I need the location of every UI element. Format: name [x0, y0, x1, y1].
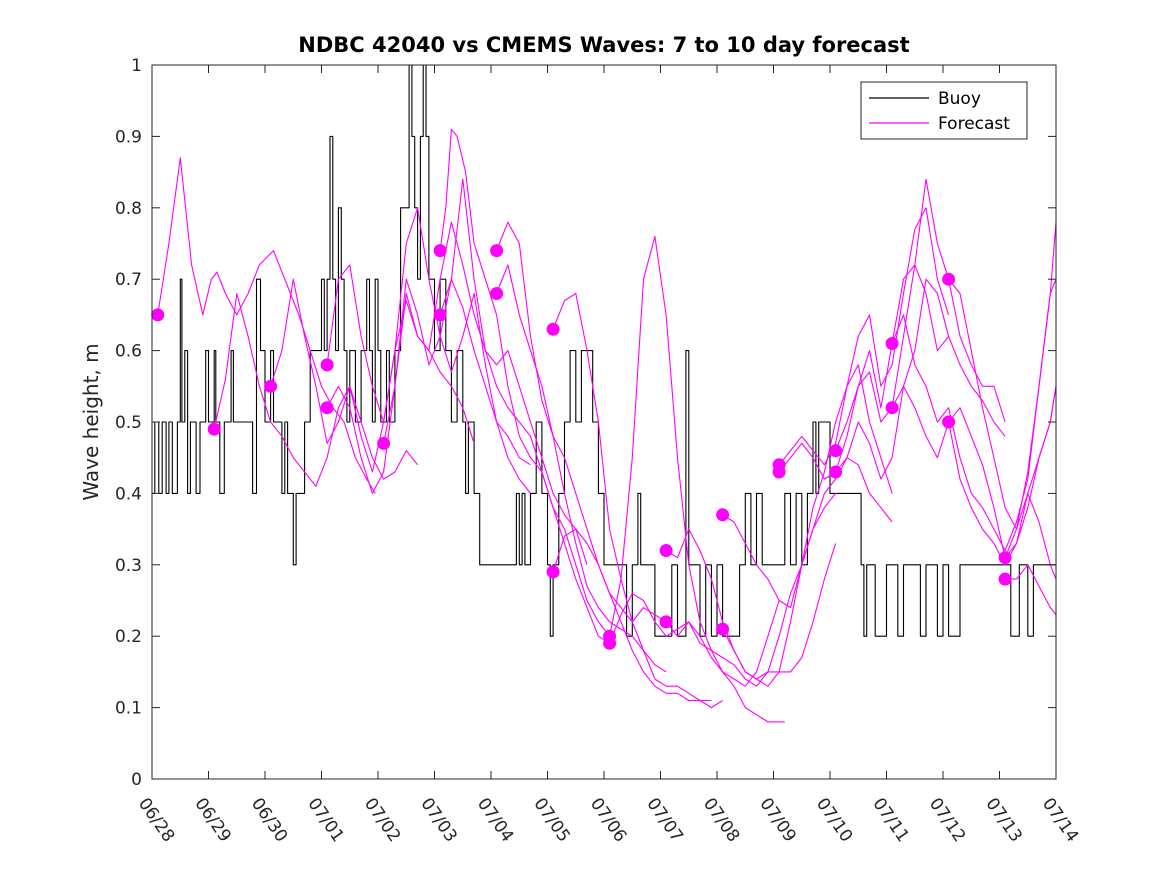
forecast-line-18: [722, 364, 893, 687]
forecast-marker-0: [151, 308, 165, 322]
legend-label-forecast: Forecast: [938, 114, 1010, 134]
x-tick-label: 06/29: [190, 794, 234, 846]
y-tick-label: 0.7: [115, 270, 142, 290]
forecast-marker-9: [490, 287, 504, 300]
forecast-marker-5: [377, 436, 391, 450]
x-tick-label: 07/11: [868, 794, 912, 846]
legend-box: [860, 81, 1028, 140]
x-tick-label: 07/10: [812, 794, 856, 846]
forecast-line-8: [439, 178, 610, 644]
forecast-marker-1: [207, 422, 221, 436]
forecast-marker-17: [716, 622, 730, 636]
forecast-line-13: [609, 235, 785, 723]
y-tick-label: 1: [131, 56, 142, 76]
forecast-marker-8: [490, 244, 504, 258]
forecast-line-28: [1005, 564, 1056, 616]
legend-label-buoy: Buoy: [938, 89, 981, 109]
forecast-marker-10: [546, 322, 560, 336]
forecast-marker-25: [942, 415, 956, 429]
forecast-line-19: [778, 207, 950, 466]
forecast-line-24: [891, 385, 1056, 566]
y-tick-label: 0.9: [115, 127, 142, 147]
forecast-marker-21: [829, 465, 843, 479]
forecast-marker-3: [320, 358, 334, 372]
x-tick-label: 07/07: [642, 794, 686, 846]
forecast-line-2: [213, 292, 419, 487]
forecast-marker-2: [264, 379, 278, 393]
y-tick-label: 0.5: [115, 413, 142, 433]
y-tick-label: 0.3: [115, 556, 142, 576]
y-tick-label: 0.1: [115, 699, 142, 719]
forecast-line-14: [609, 592, 780, 687]
forecast-marker-13: [603, 636, 617, 650]
buoy-line: [152, 65, 1056, 637]
forecast-marker-7: [433, 308, 447, 322]
x-tick-label: 07/02: [360, 794, 404, 846]
plot-area: [151, 65, 1056, 723]
y-tick-label: 0.6: [115, 342, 142, 362]
x-tick-label: 07/12: [925, 794, 969, 846]
x-tick-label: 06/30: [247, 794, 291, 846]
forecast-marker-11: [546, 565, 560, 579]
forecast-line-27: [1004, 492, 1056, 580]
forecast-marker-15: [659, 615, 673, 629]
forecast-line-22: [835, 278, 1006, 480]
forecast-marker-20: [829, 444, 843, 458]
x-tick-label: 07/08: [699, 794, 743, 846]
forecast-marker-26: [998, 551, 1012, 565]
forecast-line-21: [835, 178, 1006, 451]
forecast-line-17: [722, 457, 893, 609]
y-axis-label: Wave height, m: [79, 343, 103, 500]
forecast-line-7: [439, 128, 611, 637]
x-tick-label: 07/05: [529, 794, 573, 846]
forecast-marker-19: [772, 465, 786, 479]
legend: Buoy Forecast: [860, 81, 1028, 140]
x-tick-label: 07/01: [303, 794, 347, 846]
forecast-line-12: [552, 528, 723, 709]
x-tick-label: 07/06: [586, 794, 630, 846]
forecast-line-9: [496, 221, 667, 623]
forecast-line-10: [496, 264, 667, 673]
x-tick-label: 07/09: [755, 794, 799, 846]
y-tick-label: 0: [131, 770, 142, 790]
y-tick-label: 0.2: [115, 627, 142, 647]
y-tick-label: 0.8: [115, 199, 142, 219]
forecast-marker-16: [716, 508, 730, 522]
forecast-marker-6: [433, 244, 447, 258]
x-tick-label: 07/03: [416, 794, 460, 846]
chart-title: NDBC 42040 vs CMEMS Waves: 7 to 10 day f…: [298, 33, 909, 57]
forecast-line-3: [270, 278, 475, 473]
forecast-line-11: [552, 292, 712, 702]
forecast-line-25: [948, 278, 1056, 530]
y-tick-label: 0.4: [115, 484, 142, 504]
forecast-marker-23: [885, 401, 899, 415]
forecast-marker-14: [659, 544, 673, 557]
forecast-marker-4: [320, 401, 334, 415]
x-tick-label: 07/04: [473, 794, 517, 846]
forecast-marker-24: [942, 272, 956, 286]
x-tick-label: 07/13: [981, 794, 1025, 846]
forecast-marker-27: [998, 572, 1012, 586]
x-tick-label: 06/28: [134, 794, 178, 846]
plot-clip-group: [152, 65, 1056, 723]
forecast-line-20: [778, 264, 950, 480]
x-tick-label: 07/14: [1038, 794, 1082, 846]
forecast-marker-22: [885, 337, 899, 350]
forecast-line-5: [326, 278, 531, 494]
